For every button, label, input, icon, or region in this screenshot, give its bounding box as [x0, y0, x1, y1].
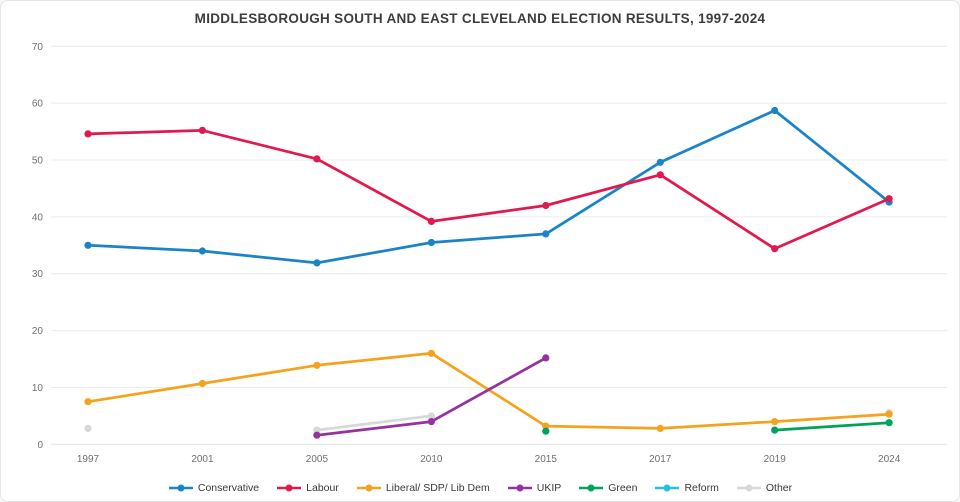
- series-point-liberal-sdp-lib-dem-2024: [885, 410, 893, 418]
- legend-marker-liberal-sdp-lib-dem-icon: [356, 484, 381, 492]
- series-point-conservative-2005: [313, 259, 321, 267]
- legend-label-ukip: UKIP: [536, 482, 562, 494]
- series-point-labour-2005: [313, 155, 321, 163]
- x-tick-label-1997: 1997: [77, 454, 100, 465]
- y-tick-label-0: 0: [37, 440, 43, 451]
- legend-label-reform: Reform: [684, 482, 719, 494]
- y-tick-label-60: 60: [32, 99, 44, 110]
- series-point-other-2010: [427, 412, 435, 420]
- y-tick-label-30: 30: [32, 269, 44, 280]
- series-point-ukip-2005: [313, 431, 321, 439]
- y-tick-label-20: 20: [32, 326, 44, 337]
- x-tick-label-2017: 2017: [649, 454, 672, 465]
- x-tick-label-2024: 2024: [878, 454, 901, 465]
- x-tick-label-2010: 2010: [420, 454, 443, 465]
- series-point-other-1997: [84, 424, 92, 432]
- legend-label-other: Other: [765, 482, 793, 494]
- series-point-conservative-1997: [84, 241, 92, 249]
- legend-marker-reform-icon: [655, 484, 680, 492]
- series-point-liberal-sdp-lib-dem-2019: [771, 418, 779, 426]
- legend-item-ukip: UKIP: [507, 482, 562, 494]
- series-point-labour-2024: [885, 195, 893, 203]
- legend-marker-green-icon: [579, 484, 604, 492]
- series-point-green-2015: [542, 427, 550, 435]
- legend-item-other: Other: [736, 482, 792, 494]
- series-point-green-2019: [771, 426, 779, 434]
- legend-label-labour: Labour: [306, 482, 339, 494]
- series-point-conservative-2010: [427, 238, 435, 247]
- series-point-labour-2017: [656, 171, 664, 179]
- series-line-labour: [86, 129, 891, 251]
- legend-marker-other-icon: [736, 484, 761, 492]
- series-point-labour-1997: [84, 130, 92, 138]
- series-point-liberal-sdp-lib-dem-2010: [427, 349, 435, 357]
- legend-marker-conservative-icon: [168, 484, 193, 492]
- x-tick-label-2001: 2001: [191, 454, 214, 465]
- legend-item-conservative: Conservative: [168, 482, 259, 494]
- legend-marker-ukip-icon: [507, 484, 532, 492]
- legend-item-labour: Labour: [276, 482, 339, 494]
- series-point-green-2024: [885, 419, 893, 427]
- legend-item-green: Green: [578, 482, 637, 494]
- y-tick-label-50: 50: [32, 156, 44, 167]
- y-tick-label-10: 10: [32, 383, 44, 394]
- series-point-conservative-2017: [656, 158, 664, 166]
- legend-label-green: Green: [608, 482, 638, 494]
- y-tick-label-40: 40: [32, 212, 44, 223]
- series-point-labour-2015: [542, 201, 550, 210]
- series-point-conservative-2019: [771, 106, 779, 115]
- series-point-liberal-sdp-lib-dem-2015: [542, 422, 550, 430]
- series-point-conservative-2001: [198, 247, 206, 255]
- series-point-ukip-2015: [542, 354, 550, 362]
- series-line-conservative: [86, 109, 891, 265]
- chart-legend: Conservative Labour Liberal/ SDP/ Lib Dem U…: [1, 482, 959, 494]
- series-point-liberal-sdp-lib-dem-2001: [198, 379, 206, 388]
- series-point-liberal-sdp-lib-dem-2005: [313, 361, 321, 369]
- legend-label-liberal-sdp-lib-dem: Liberal/ SDP/ Lib Dem: [385, 482, 490, 494]
- chart-title: MIDDLESBOROUGH SOUTH AND EAST CLEVELAND …: [194, 11, 766, 26]
- series-point-labour-2001: [198, 126, 206, 134]
- series-point-labour-2019: [771, 245, 779, 253]
- legend-marker-labour-icon: [277, 484, 302, 492]
- series-point-liberal-sdp-lib-dem-1997: [84, 398, 92, 406]
- series-point-conservative-2015: [542, 230, 550, 238]
- legend-label-conservative: Conservative: [197, 482, 260, 494]
- legend-item-liberal-sdp-lib-dem: Liberal/ SDP/ Lib Dem: [356, 482, 490, 494]
- series-point-liberal-sdp-lib-dem-2017: [656, 424, 664, 432]
- x-tick-label-2005: 2005: [306, 454, 329, 465]
- series-point-other-2005: [313, 426, 321, 434]
- series-line-green: [773, 421, 891, 432]
- x-tick-label-2019: 2019: [764, 454, 787, 465]
- x-tick-label-2015: 2015: [535, 454, 558, 465]
- y-tick-label-70: 70: [32, 42, 44, 53]
- series-point-labour-2010: [427, 217, 435, 225]
- legend-item-reform: Reform: [654, 482, 719, 494]
- series-point-ukip-2010: [427, 418, 435, 426]
